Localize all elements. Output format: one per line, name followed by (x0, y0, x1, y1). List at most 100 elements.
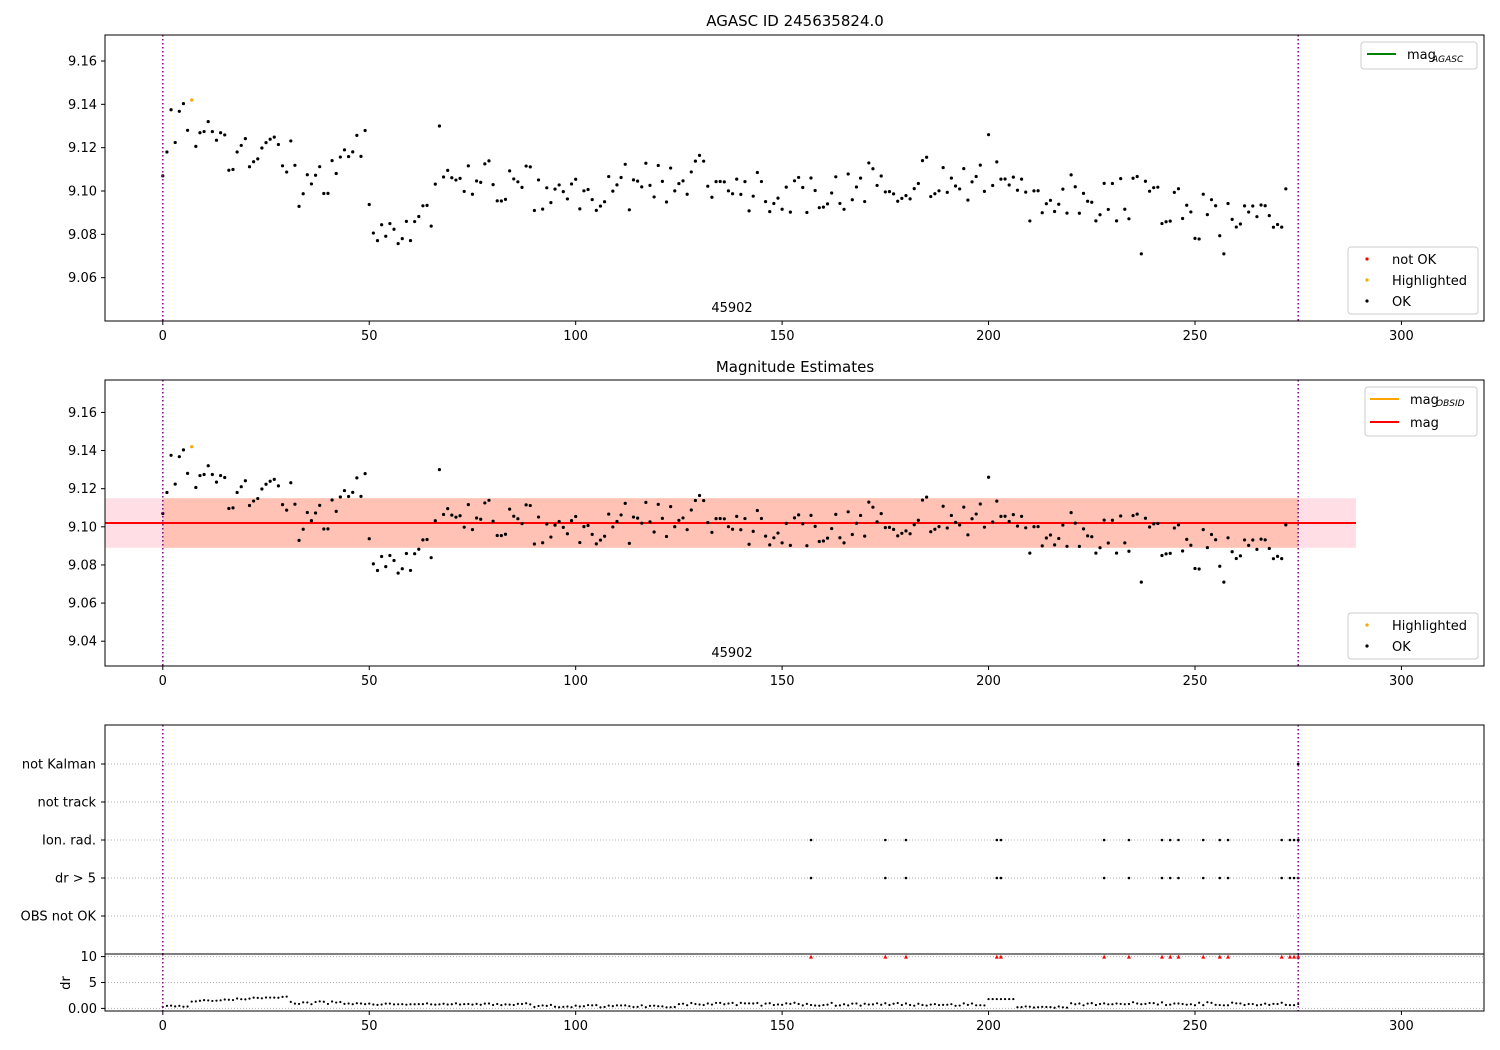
ok-point (673, 189, 677, 193)
dr-point (256, 996, 259, 999)
ok-point (446, 168, 450, 172)
ok-point (648, 520, 652, 524)
ok-point (875, 183, 879, 188)
ok-point (685, 528, 689, 532)
dr-point (743, 1002, 747, 1005)
dr-point (950, 1003, 953, 1006)
ok-point (210, 129, 214, 134)
dr-point (756, 1001, 759, 1005)
ok-point (1172, 526, 1176, 530)
flag-point (809, 838, 813, 842)
ok-point (978, 502, 982, 506)
ok-point (454, 515, 458, 519)
ok-point (1011, 175, 1015, 179)
ok-point (470, 528, 475, 532)
dr-clipped-marker (1176, 954, 1181, 959)
dr-clipped-marker (1287, 954, 1292, 959)
dr-point (987, 997, 990, 1001)
ok-point (512, 177, 516, 181)
ok-point (739, 528, 743, 532)
ok-point (425, 537, 429, 542)
ok-point (437, 468, 442, 472)
ok-point (1259, 537, 1263, 541)
y-tick-label: 9.04 (68, 635, 97, 650)
ok-point (792, 179, 797, 183)
ok-point (1197, 237, 1201, 241)
y-tick-label: 9.12 (68, 141, 97, 156)
dr-point (1259, 1003, 1263, 1006)
ok-point (1251, 538, 1255, 542)
ok-point (433, 182, 437, 186)
ok-point (1048, 198, 1053, 202)
dr-point (438, 1003, 441, 1006)
dr-point (921, 1003, 924, 1007)
ok-point (1156, 185, 1160, 189)
y-tick-label: 9.16 (68, 406, 97, 421)
ok-point (384, 234, 388, 238)
ok-point (404, 219, 408, 223)
dr-point (244, 998, 247, 1001)
ok-point (772, 201, 776, 206)
panel1-obsid-label: 45902 (711, 301, 752, 316)
ok-point (854, 185, 859, 189)
dr-point (793, 1001, 796, 1004)
x-tick-label: 300 (1389, 1019, 1414, 1034)
ok-point (908, 532, 912, 536)
ok-point (351, 150, 355, 154)
ok-point (503, 197, 508, 202)
ok-point (1226, 536, 1230, 540)
ok-point (1036, 189, 1040, 193)
ok-point (640, 185, 644, 189)
dr-point (1284, 1003, 1287, 1006)
ok-point (949, 513, 953, 518)
ok-point (883, 526, 887, 530)
dr-y-tick-labels: 0.00 5 10 (68, 950, 105, 1017)
ok-point (925, 155, 929, 159)
dr-point (343, 1002, 346, 1005)
dr-point (1024, 1005, 1027, 1008)
dr-point (1131, 1001, 1135, 1004)
ok-point (1280, 225, 1284, 229)
ok-point (887, 525, 892, 529)
dr-point (326, 1002, 330, 1006)
dr-point (946, 1003, 949, 1006)
ok-point (1247, 210, 1251, 214)
dr-point (297, 1002, 301, 1006)
ok-point (652, 195, 656, 199)
dr-point (566, 1005, 569, 1008)
ok-point (1181, 216, 1185, 221)
ok-point (342, 148, 347, 152)
dr-point (570, 1006, 573, 1009)
dr-point (223, 998, 226, 1001)
ok-point (429, 224, 433, 228)
dr-point (805, 1002, 808, 1005)
flag-point (904, 838, 908, 842)
dr-point (190, 1000, 193, 1003)
flag-point (809, 876, 813, 880)
dr-point (1061, 1006, 1064, 1009)
ok-point (953, 184, 958, 188)
ok-point (1234, 225, 1238, 229)
ok-point (355, 476, 359, 480)
ok-point (214, 138, 219, 142)
y-tick-label: 10 (80, 950, 97, 965)
x-tick-label: 0 (159, 329, 167, 344)
legend2-marker-highlighted (1365, 623, 1369, 627)
ok-point (706, 520, 710, 525)
ok-point (417, 547, 421, 551)
ok-point (615, 519, 619, 524)
dr-point (801, 1004, 804, 1007)
dr-point (690, 1001, 693, 1005)
ok-point (520, 522, 524, 526)
dr-points (161, 954, 1301, 1011)
dr-point (640, 1004, 643, 1007)
ok-point (268, 479, 272, 483)
ok-point (1024, 190, 1028, 194)
ok-point (904, 529, 908, 533)
ok-point (1110, 518, 1115, 522)
ok-point (999, 177, 1003, 181)
dr-point (958, 1004, 961, 1007)
ok-point (1102, 181, 1106, 185)
flag-point (1177, 876, 1180, 880)
dr-point (904, 1002, 908, 1005)
